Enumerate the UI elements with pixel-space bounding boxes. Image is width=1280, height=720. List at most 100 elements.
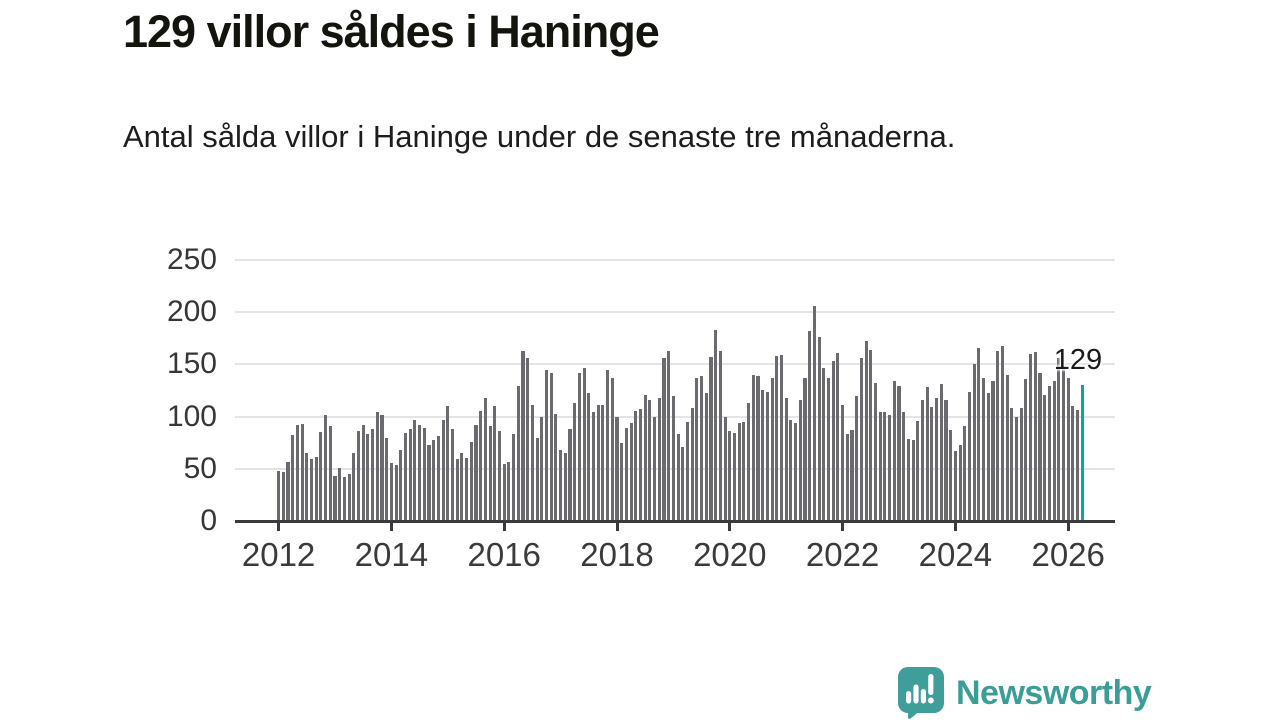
bar bbox=[742, 421, 746, 520]
bar bbox=[610, 378, 614, 520]
x-tick-label-2024: 2024 bbox=[918, 536, 993, 573]
bar bbox=[789, 419, 793, 520]
bar bbox=[620, 442, 624, 520]
x-tick-label-2026: 2026 bbox=[1031, 536, 1105, 573]
bar bbox=[732, 433, 737, 520]
bar bbox=[375, 412, 379, 520]
bar bbox=[826, 378, 831, 520]
bar bbox=[300, 423, 304, 520]
bar bbox=[662, 358, 666, 520]
bar bbox=[643, 394, 647, 520]
x-tick-2026 bbox=[1066, 523, 1070, 531]
bar bbox=[371, 429, 375, 520]
bar bbox=[441, 419, 445, 520]
bar bbox=[747, 403, 751, 520]
bar bbox=[1047, 386, 1051, 520]
bar bbox=[812, 305, 816, 520]
bar bbox=[1071, 406, 1075, 520]
bar bbox=[714, 330, 718, 520]
bar bbox=[587, 392, 591, 520]
x-tick-2022 bbox=[841, 523, 845, 531]
bar bbox=[944, 399, 948, 520]
x-tick-label-2020: 2020 bbox=[693, 536, 767, 573]
bar bbox=[352, 453, 356, 520]
bar bbox=[493, 406, 497, 520]
bar bbox=[385, 437, 389, 520]
bar bbox=[591, 412, 596, 520]
bar bbox=[629, 422, 633, 520]
bar bbox=[1029, 354, 1033, 520]
bar bbox=[474, 425, 478, 520]
bar bbox=[878, 412, 882, 520]
bar bbox=[850, 430, 854, 520]
bar bbox=[728, 431, 732, 520]
bar bbox=[277, 470, 281, 520]
bar bbox=[512, 434, 516, 520]
bar bbox=[864, 341, 868, 520]
bar bbox=[573, 403, 577, 520]
bar bbox=[831, 361, 835, 520]
bar bbox=[977, 347, 981, 520]
highlight-bar bbox=[1080, 385, 1084, 520]
bar bbox=[281, 471, 285, 520]
bar bbox=[577, 372, 581, 520]
bar bbox=[991, 381, 995, 520]
bar bbox=[483, 397, 487, 520]
bar bbox=[427, 444, 431, 520]
bar bbox=[624, 428, 628, 520]
y-tick-label-100: 100 bbox=[166, 399, 217, 433]
bar bbox=[554, 413, 558, 520]
bar bbox=[1019, 408, 1023, 520]
bar bbox=[873, 383, 878, 520]
bar bbox=[408, 429, 412, 520]
page-title: 129 villor såldes i Haninge bbox=[123, 6, 660, 57]
bar bbox=[479, 411, 483, 520]
bar bbox=[1076, 410, 1080, 520]
bar bbox=[718, 350, 722, 520]
x-tick-label-2014: 2014 bbox=[354, 536, 429, 573]
bar bbox=[817, 337, 821, 520]
bar bbox=[1038, 372, 1042, 520]
bar bbox=[953, 451, 957, 520]
bar bbox=[338, 467, 342, 520]
bar bbox=[333, 476, 337, 520]
bar bbox=[436, 436, 440, 520]
bar bbox=[319, 432, 323, 520]
bar bbox=[347, 474, 351, 520]
bar bbox=[845, 434, 849, 520]
bar bbox=[432, 439, 436, 520]
x-tick-2014 bbox=[389, 523, 393, 531]
bar bbox=[935, 397, 939, 520]
bar bbox=[920, 399, 925, 520]
bar bbox=[681, 446, 685, 520]
bar bbox=[606, 369, 610, 520]
bar bbox=[413, 419, 417, 520]
bar bbox=[450, 429, 455, 520]
bar bbox=[657, 397, 661, 520]
bar bbox=[892, 381, 896, 520]
bar bbox=[700, 375, 704, 520]
bar bbox=[446, 406, 450, 520]
bar bbox=[855, 395, 859, 520]
bar bbox=[784, 397, 788, 520]
x-tick-2016 bbox=[502, 523, 506, 531]
bar bbox=[309, 459, 314, 520]
bar bbox=[883, 412, 887, 520]
bar bbox=[972, 364, 976, 520]
y-tick-label-150: 150 bbox=[166, 347, 217, 381]
bar bbox=[967, 391, 972, 520]
bar bbox=[888, 414, 892, 520]
bar bbox=[394, 464, 398, 520]
bar bbox=[859, 358, 863, 520]
bar bbox=[544, 369, 549, 520]
bar bbox=[526, 358, 530, 520]
bar bbox=[361, 425, 365, 520]
bar bbox=[568, 429, 572, 520]
bar bbox=[563, 453, 567, 520]
bar bbox=[1043, 394, 1047, 520]
x-tick-2024 bbox=[953, 523, 957, 531]
bar bbox=[601, 405, 605, 520]
bar bbox=[559, 450, 563, 520]
bar bbox=[286, 461, 290, 520]
